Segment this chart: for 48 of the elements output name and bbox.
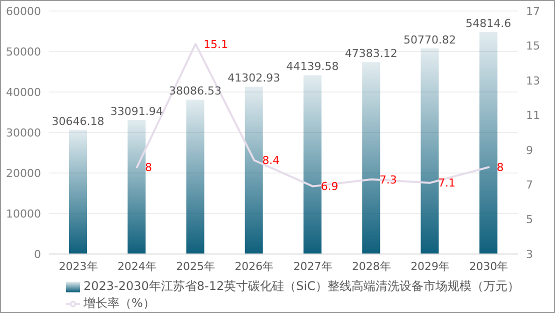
data-label: 33091.94 <box>110 104 163 118</box>
data-label: 8 <box>144 161 152 174</box>
x-tick-label: 2023年 <box>58 260 98 273</box>
y-tick-label: 10000 <box>6 207 41 220</box>
data-label: 44139.58 <box>286 60 339 74</box>
x-tick-label: 2028年 <box>352 260 391 273</box>
bar <box>362 62 380 254</box>
x-tick-label: 2026年 <box>234 260 274 273</box>
y2-tick-label: 9 <box>526 144 533 157</box>
data-label: 54814.6 <box>466 17 512 30</box>
data-label: 7.1 <box>438 176 456 190</box>
y-tick-label: 20000 <box>6 166 41 180</box>
legend-label: 增长率（%） <box>84 296 155 310</box>
bar <box>69 130 87 254</box>
data-label: 38086.53 <box>169 84 222 98</box>
y-tick-label: 50000 <box>6 45 41 58</box>
y2-tick-label: 17 <box>526 4 540 18</box>
x-tick-label: 2025年 <box>176 260 216 273</box>
bar <box>304 75 322 254</box>
y-tick-label: 30000 <box>6 126 41 140</box>
legend-label: 2023-2030年江苏省8-12英寸碳化硅（SiC）整线高端清洗设备市场规模（万元） <box>84 279 520 293</box>
x-tick-label: 2024年 <box>117 260 156 273</box>
bar <box>420 48 439 254</box>
data-label: 47383.12 <box>344 47 398 60</box>
y2-tick-label: 5 <box>526 213 533 226</box>
x-tick-label: 2027年 <box>293 260 332 273</box>
bar <box>244 86 263 254</box>
y-tick-label: 40000 <box>6 86 41 99</box>
bar <box>479 32 498 254</box>
y2-tick-label: 3 <box>526 248 533 261</box>
data-label: 6.9 <box>320 180 338 194</box>
data-label: 8.4 <box>262 154 280 168</box>
x-tick-label: 2029年 <box>410 260 450 273</box>
y-tick-label: 60000 <box>6 4 41 18</box>
data-label: 41302.93 <box>228 72 280 85</box>
bar <box>128 120 146 254</box>
x-tick-label: 2030年 <box>469 260 508 273</box>
data-label: 8 <box>496 161 504 174</box>
y2-tick-label: 13 <box>526 74 540 88</box>
y2-tick-label: 11 <box>526 109 540 122</box>
y-tick-label: 0 <box>34 248 41 261</box>
bar <box>186 100 204 254</box>
y2-tick-label: 7 <box>526 178 533 192</box>
data-label: 7.3 <box>379 173 397 186</box>
data-label: 30646.18 <box>52 114 104 128</box>
y2-tick-label: 15 <box>526 40 540 53</box>
data-label: 15.1 <box>204 38 228 51</box>
data-label: 50770.82 <box>404 33 456 46</box>
